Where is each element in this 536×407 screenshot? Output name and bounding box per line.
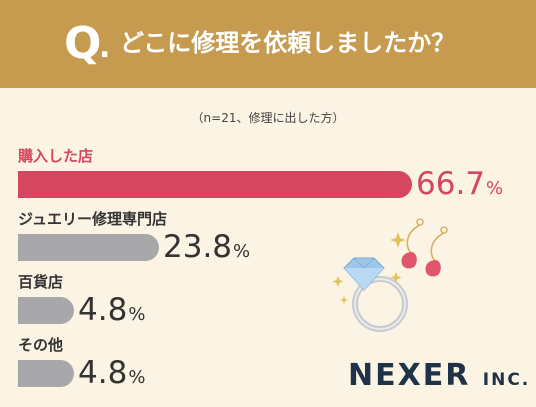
- value-label: 66.7%: [416, 168, 503, 205]
- category-label: 百貨店: [18, 273, 64, 291]
- value-number: 4.8: [78, 292, 128, 328]
- bar: [18, 234, 159, 261]
- ring-icon: [343, 257, 408, 332]
- category-label: ジュエリー修理専門店: [18, 210, 167, 228]
- sparkle-icon: [332, 232, 406, 304]
- category-label: 購入した店: [18, 147, 94, 165]
- nexer-logo: NEXER INC.: [348, 358, 530, 398]
- bar: [18, 297, 74, 324]
- value-unit: %: [486, 178, 504, 199]
- value-number: 66.7: [416, 166, 486, 202]
- bar: [18, 360, 74, 387]
- value-number: 23.8: [163, 229, 233, 265]
- value-unit: %: [128, 304, 146, 325]
- logo-suffix: INC.: [482, 370, 531, 390]
- logo-main: NEXER: [348, 358, 471, 393]
- question-text: どこに修理を依頼しましたか？: [120, 29, 456, 57]
- value-number: 4.8: [78, 355, 128, 391]
- category-label: その他: [18, 336, 64, 354]
- sample-note: （n=21、修理に出した方）: [191, 111, 345, 125]
- value-label: 23.8%: [163, 231, 250, 268]
- value-label: 4.8%: [78, 357, 145, 394]
- question-letter: Q: [64, 18, 102, 69]
- value-unit: %: [233, 241, 251, 262]
- earrings-icon: [401, 218, 448, 277]
- value-unit: %: [128, 367, 146, 388]
- question-header: Q . どこに修理を依頼しましたか？: [0, 0, 536, 88]
- value-label: 4.8%: [78, 294, 145, 331]
- question-dot: .: [99, 30, 111, 65]
- bar: [18, 171, 412, 198]
